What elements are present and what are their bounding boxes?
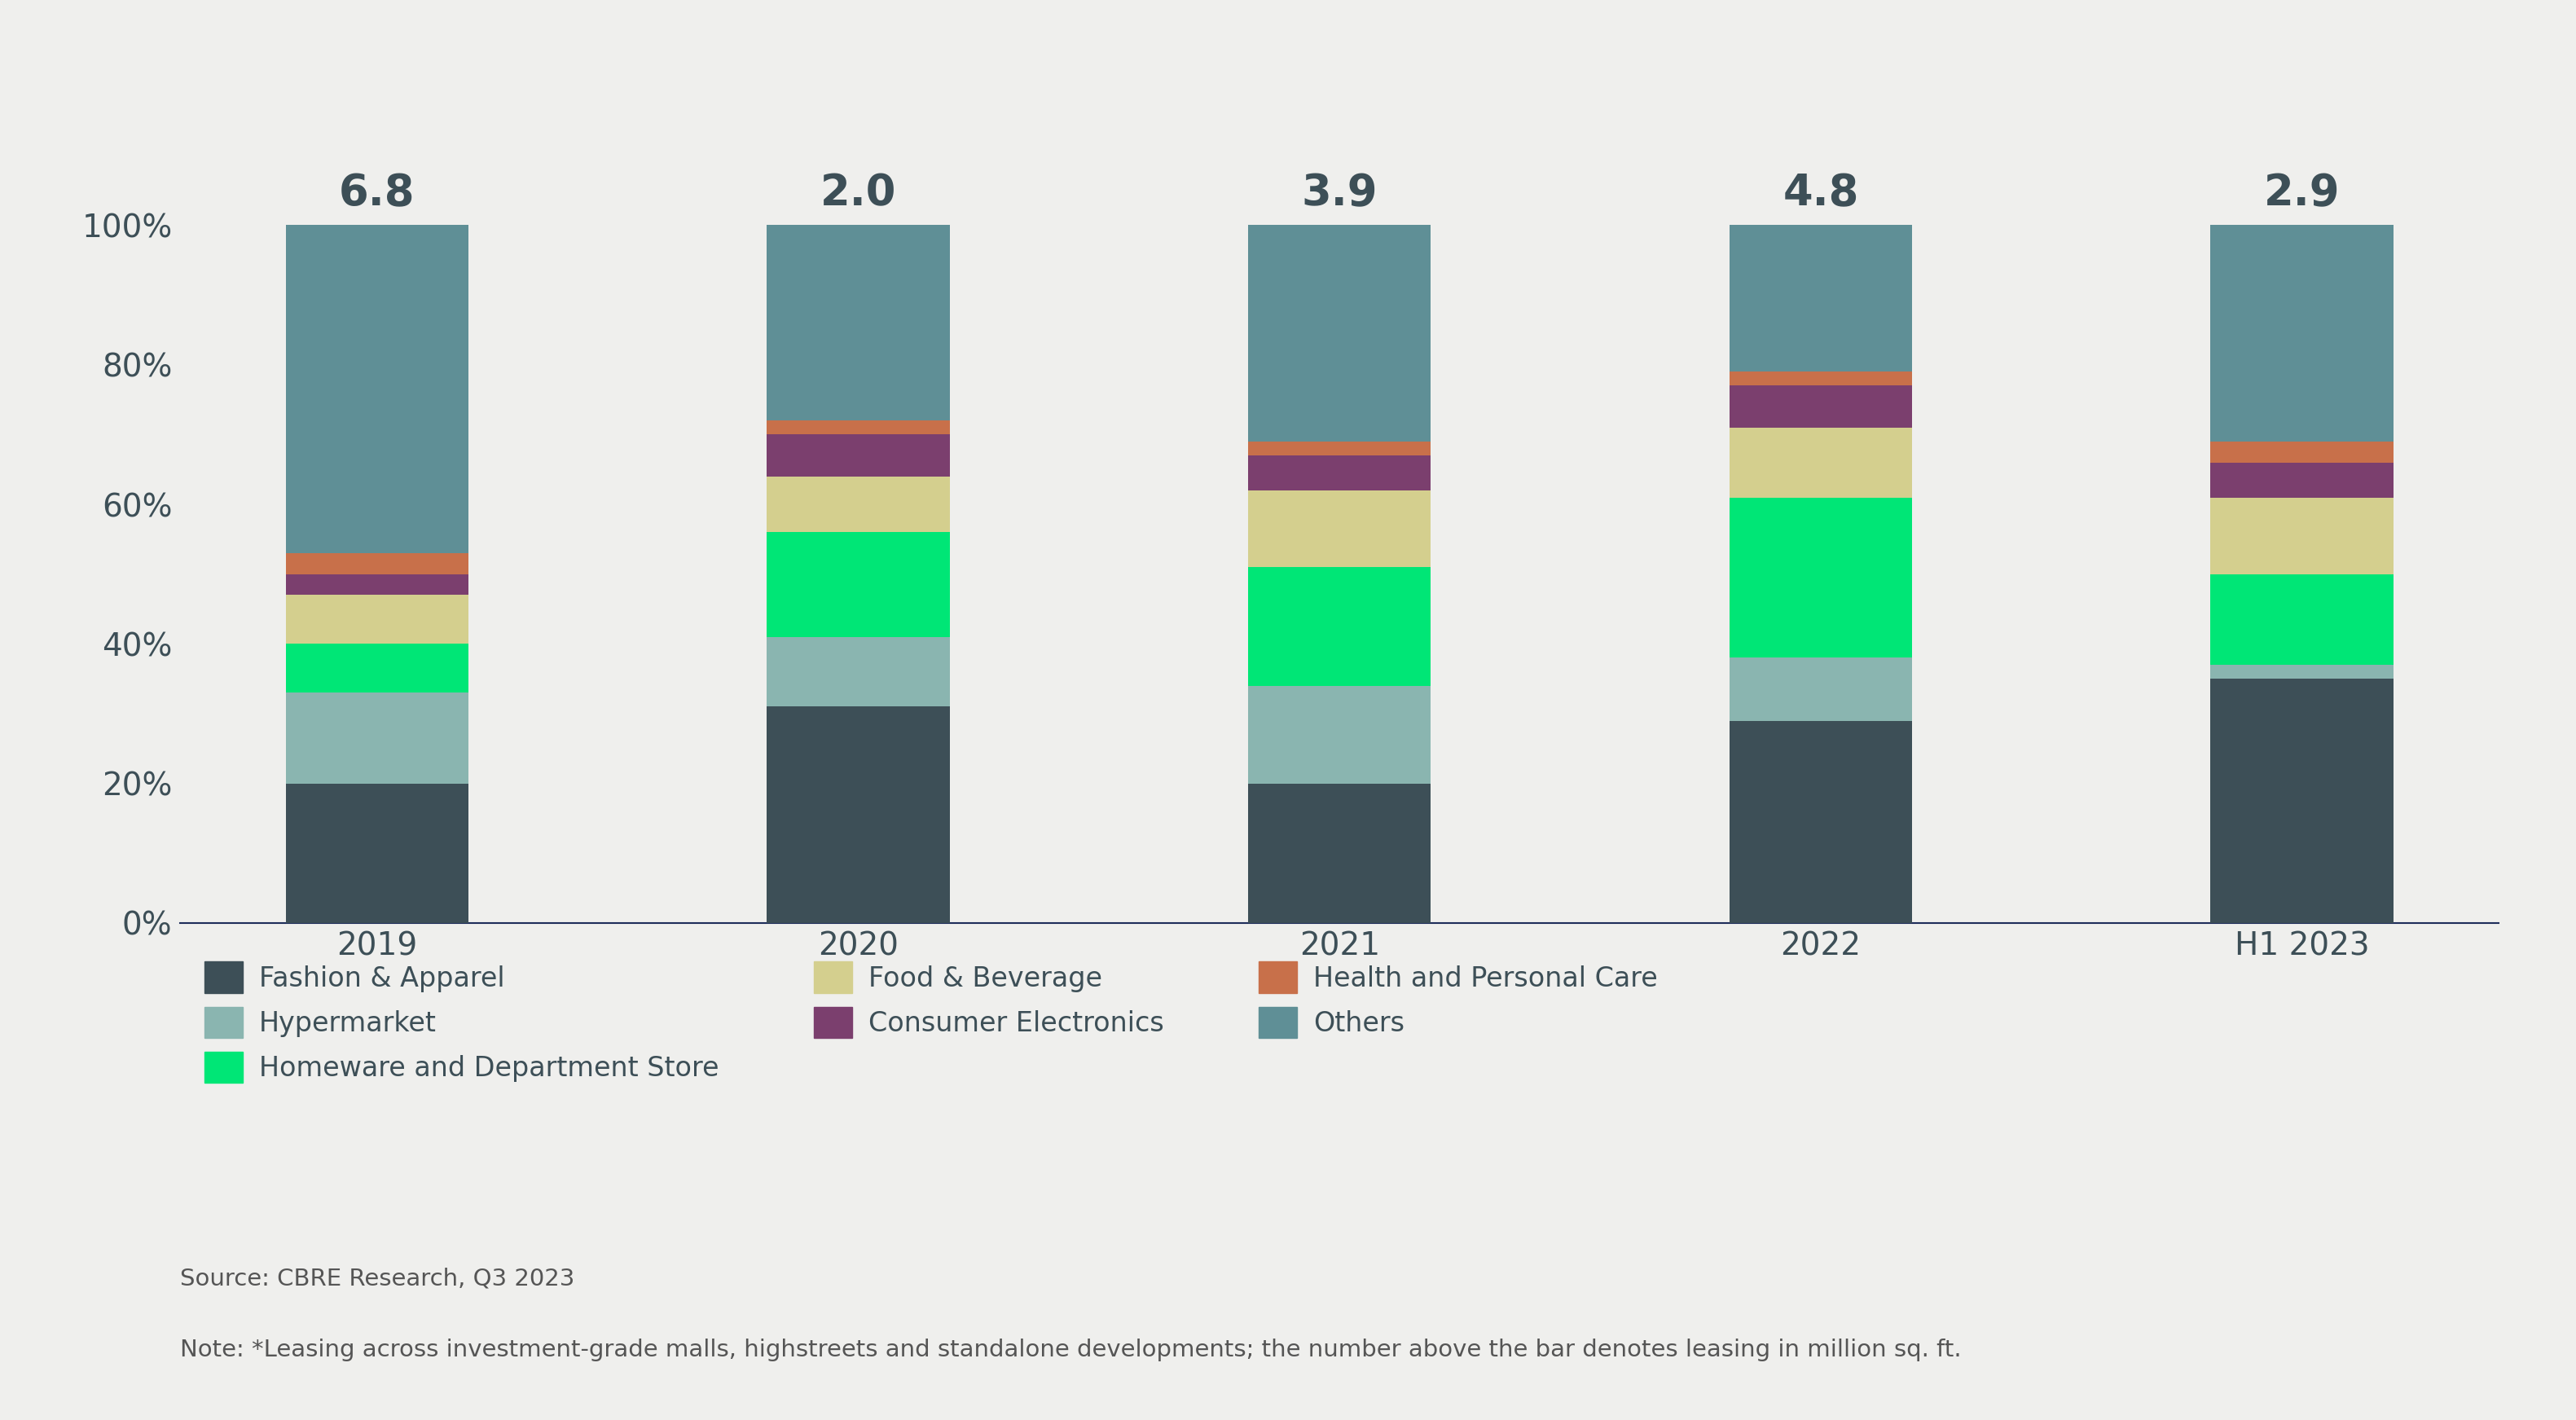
Bar <box>2210 665 2393 679</box>
Bar <box>2210 679 2393 923</box>
Text: Note: *Leasing across investment-grade malls, highstreets and standalone develop: Note: *Leasing across investment-grade m… <box>180 1338 1963 1360</box>
Bar <box>1728 372 1911 386</box>
Text: 2.9: 2.9 <box>2264 172 2339 214</box>
Text: 4.8: 4.8 <box>1783 172 1860 214</box>
Bar <box>2210 574 2393 665</box>
Bar <box>1249 686 1430 784</box>
Text: Source: CBRE Research, Q3 2023: Source: CBRE Research, Q3 2023 <box>180 1267 574 1289</box>
Bar <box>1249 784 1430 923</box>
Bar <box>768 532 951 638</box>
Bar <box>768 226 951 420</box>
Bar <box>2210 442 2393 463</box>
Bar <box>1728 386 1911 427</box>
Bar <box>768 638 951 707</box>
Bar <box>286 595 469 643</box>
Bar <box>286 693 469 784</box>
Bar <box>286 226 469 554</box>
Bar <box>768 435 951 477</box>
Bar <box>1728 427 1911 497</box>
Bar <box>1249 226 1430 442</box>
Bar <box>1249 490 1430 567</box>
Bar <box>1249 567 1430 686</box>
Text: 6.8: 6.8 <box>340 172 415 214</box>
Bar <box>768 477 951 532</box>
Text: 2.0: 2.0 <box>819 172 896 214</box>
Bar <box>286 643 469 693</box>
Bar <box>1728 226 1911 372</box>
Bar <box>1249 442 1430 456</box>
Bar <box>2210 226 2393 442</box>
Bar <box>2210 463 2393 497</box>
Bar <box>2210 497 2393 574</box>
Bar <box>1728 721 1911 923</box>
Bar <box>768 420 951 435</box>
Legend: Fashion & Apparel, Hypermarket, Homeware and Department Store, Food & Beverage, : Fashion & Apparel, Hypermarket, Homeware… <box>193 951 1669 1093</box>
Bar <box>286 784 469 923</box>
Text: 3.9: 3.9 <box>1301 172 1378 214</box>
Bar <box>286 554 469 574</box>
Bar <box>1249 456 1430 490</box>
Bar <box>1728 657 1911 721</box>
Bar <box>768 707 951 923</box>
Bar <box>286 574 469 595</box>
Bar <box>1728 497 1911 657</box>
